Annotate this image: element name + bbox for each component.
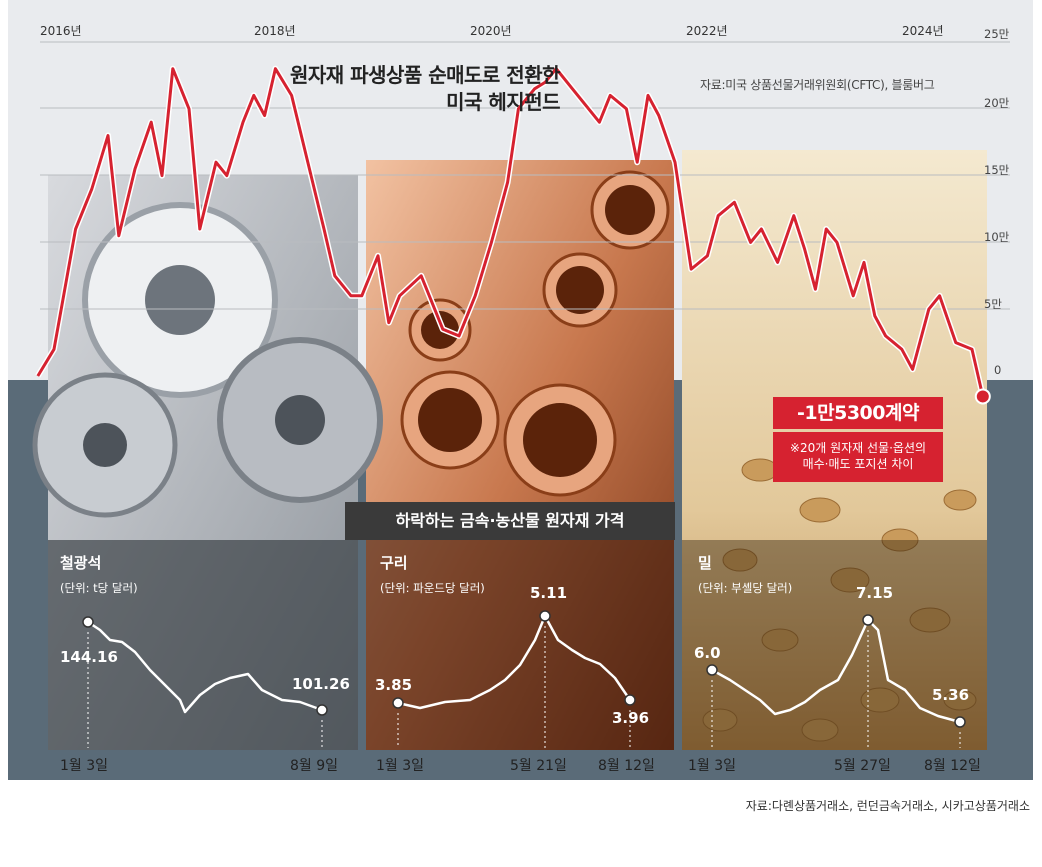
main-title: 원자재 파생상품 순매도로 전환한 미국 헤지펀드 bbox=[270, 62, 561, 116]
copper-peak-date: 5월 21일 bbox=[510, 758, 567, 774]
wheat-peak-date: 5월 27일 bbox=[834, 758, 891, 774]
iron-ore-start-value: 144.16 bbox=[60, 648, 118, 666]
copper-peak-value: 5.11 bbox=[530, 584, 568, 602]
main-title-line1: 원자재 파생상품 순매도로 전환한 bbox=[290, 63, 561, 87]
y-tick-50k: 5만 bbox=[984, 297, 1002, 311]
panel-copper-unit: (단위: 파운드당 달러) bbox=[380, 581, 485, 595]
panel-iron-ore-title: 철광석 bbox=[60, 554, 102, 572]
wheat-start-marker bbox=[706, 664, 718, 676]
copper-start-marker bbox=[392, 697, 404, 709]
main-series-line bbox=[36, 67, 985, 397]
wheat-peak-value: 7.15 bbox=[856, 584, 894, 602]
wheat-peak-marker bbox=[862, 614, 874, 626]
wheat-end-value: 5.36 bbox=[932, 686, 970, 704]
copper-peak-marker bbox=[539, 610, 551, 622]
copper-end-value: 3.96 bbox=[612, 709, 650, 727]
iron-ore-end-marker bbox=[316, 704, 328, 716]
main-line-end-point bbox=[974, 388, 991, 405]
y-tick-0: 0 bbox=[994, 363, 1002, 377]
panel-wheat-unit: (단위: 부셸당 달러) bbox=[698, 581, 793, 595]
section-subtitle: 하락하는 금속·농산물 원자재 가격 bbox=[345, 502, 675, 540]
x-tick-2024: 2024년 bbox=[902, 24, 944, 38]
y-tick-250k: 25만 bbox=[984, 27, 1010, 41]
iron-ore-start-marker bbox=[82, 616, 94, 628]
iron-ore-end-value: 101.26 bbox=[292, 675, 350, 693]
copper-end-date: 8월 12일 bbox=[598, 758, 655, 774]
main-title-line2: 미국 헤지펀드 bbox=[446, 90, 560, 114]
end-value-callout: -1만5300계약 bbox=[773, 397, 943, 429]
iron-ore-start-date: 1월 3일 bbox=[60, 758, 109, 774]
copper-start-value: 3.85 bbox=[375, 676, 413, 694]
callout-note-line2: 매수·매도 포지션 차이 bbox=[802, 457, 914, 471]
copper-end-marker bbox=[624, 694, 636, 706]
iron-ore-end-date: 8월 9일 bbox=[290, 758, 339, 774]
wheat-price-line bbox=[711, 618, 961, 724]
y-tick-150k: 15만 bbox=[984, 163, 1010, 177]
wheat-start-date: 1월 3일 bbox=[688, 758, 737, 774]
panel-copper-title: 구리 bbox=[380, 554, 408, 572]
y-tick-200k: 20만 bbox=[984, 96, 1010, 110]
x-tick-2020: 2020년 bbox=[470, 24, 512, 38]
wheat-end-marker bbox=[954, 716, 966, 728]
callout-note-line1: ※20개 원자재 선물·옵션의 bbox=[789, 441, 927, 455]
y-tick-100k: 10만 bbox=[984, 230, 1010, 244]
x-tick-2022: 2022년 bbox=[686, 24, 728, 38]
panel-iron-ore-unit: (단위: t당 달러) bbox=[60, 581, 138, 595]
x-tick-2016: 2016년 bbox=[40, 24, 82, 38]
copper-start-date: 1월 3일 bbox=[376, 758, 425, 774]
bottom-source: 자료:다롄상품거래소, 런던금속거래소, 시카고상품거래소 bbox=[745, 799, 1030, 813]
iron-ore-price-line bbox=[87, 620, 323, 714]
top-source: 자료:미국 상품선물거래위원회(CFTC), 블룸버그 bbox=[700, 78, 935, 92]
panel-wheat-title: 밀 bbox=[698, 554, 712, 572]
x-tick-2018: 2018년 bbox=[254, 24, 296, 38]
wheat-end-date: 8월 12일 bbox=[924, 758, 981, 774]
gridlines bbox=[40, 41, 1010, 310]
copper-price-line bbox=[397, 614, 632, 710]
wheat-start-value: 6.0 bbox=[694, 644, 721, 662]
callout-note: ※20개 원자재 선물·옵션의 매수·매도 포지션 차이 bbox=[773, 432, 943, 482]
